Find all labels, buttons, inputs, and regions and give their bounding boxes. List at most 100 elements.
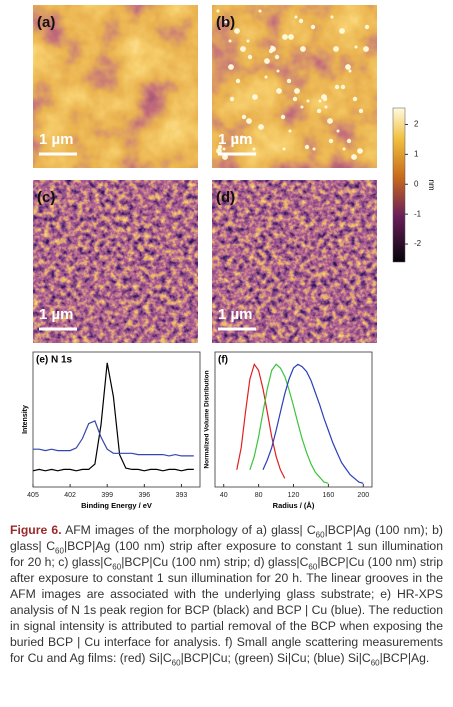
afm-particle bbox=[327, 118, 333, 124]
afm-image bbox=[212, 180, 377, 343]
afm-particle bbox=[334, 84, 340, 90]
afm-particle bbox=[217, 144, 223, 150]
afm-image bbox=[33, 5, 198, 168]
chart-title: (e) N 1s bbox=[36, 355, 73, 366]
x-tick-label: 402 bbox=[64, 492, 76, 499]
afm-particle bbox=[270, 46, 276, 52]
afm-particle bbox=[364, 24, 370, 30]
afm-particle bbox=[346, 138, 352, 144]
afm-particle bbox=[240, 135, 244, 139]
afm-particle bbox=[222, 154, 228, 160]
afm-particle bbox=[274, 54, 280, 60]
afm-particle bbox=[234, 28, 240, 34]
afm-particle bbox=[280, 114, 286, 120]
afm-particle bbox=[316, 108, 322, 114]
caption-text: 60 bbox=[370, 658, 380, 668]
y-axis-label: Intensity bbox=[22, 405, 29, 434]
colorbar-tick-label: 0 bbox=[414, 179, 419, 188]
afm-particle bbox=[339, 28, 345, 34]
afm-particle bbox=[340, 84, 346, 90]
panel-label: (c) bbox=[37, 189, 55, 206]
figure: (a) 1 µm (b) 1 µm (c) 1 µm (d) 1 µm 2 1 0 -1 -2 nm 405… bbox=[22, 5, 436, 510]
afm-particle bbox=[240, 46, 246, 52]
afm-particle bbox=[324, 105, 328, 109]
afm-particle bbox=[292, 96, 298, 102]
scale-bar-label: 1 µm bbox=[218, 306, 253, 323]
caption-text: 60 bbox=[55, 546, 64, 556]
afm-particle bbox=[294, 15, 298, 19]
panel-label: (a) bbox=[37, 14, 55, 31]
caption-text: |BCP|Cu; (green) Si|Cu; (blue) Si|C bbox=[180, 651, 371, 665]
afm-particle bbox=[330, 15, 334, 19]
scale-bar-label: 1 µm bbox=[39, 131, 74, 148]
caption-text: |BCP|Ag. bbox=[379, 651, 430, 665]
afm-particle bbox=[246, 118, 252, 124]
afm-particle bbox=[318, 99, 322, 103]
afm-particle bbox=[286, 78, 292, 84]
afm-particle bbox=[310, 24, 316, 30]
afm-particle bbox=[358, 108, 364, 114]
afm-particle bbox=[252, 94, 258, 100]
afm-particle bbox=[247, 54, 253, 60]
caption-text: AFM images of the morphology of a) glass… bbox=[61, 523, 316, 537]
data-line bbox=[33, 420, 194, 457]
caption-text: 60 bbox=[315, 530, 325, 540]
afm-particle bbox=[252, 147, 256, 151]
x-tick-label: 396 bbox=[138, 492, 150, 499]
afm-particle bbox=[229, 96, 235, 102]
afm-particle bbox=[216, 9, 220, 13]
chart-title: (f) bbox=[218, 355, 228, 366]
afm-particle bbox=[258, 9, 262, 13]
data-line bbox=[262, 363, 364, 484]
afm-particle bbox=[228, 64, 234, 70]
panel-label: (b) bbox=[216, 14, 235, 31]
afm-particle bbox=[336, 129, 340, 133]
data-line bbox=[249, 363, 329, 484]
afm-particle bbox=[345, 64, 351, 70]
afm-particle bbox=[276, 88, 282, 94]
x-tick-label: 80 bbox=[255, 492, 263, 499]
afm-particle bbox=[354, 45, 358, 49]
afm-particle bbox=[304, 144, 310, 150]
afm-particle bbox=[298, 18, 304, 24]
colorbar bbox=[392, 107, 406, 263]
afm-particle bbox=[264, 58, 270, 64]
x-tick-label: 399 bbox=[101, 492, 113, 499]
caption-text: 60 bbox=[112, 562, 122, 572]
caption-text: |BCP|Cu (100 nm) strip; d) glass|C bbox=[121, 555, 309, 569]
x-tick-label: 40 bbox=[220, 492, 228, 499]
caption-text: |BCP|Cu (100 nm) strip after exposure to… bbox=[10, 555, 444, 665]
afm-particle bbox=[322, 96, 328, 102]
afm-particle bbox=[282, 147, 286, 151]
afm-particle bbox=[241, 114, 247, 120]
afm-particle bbox=[352, 96, 358, 102]
afm-particle bbox=[228, 39, 232, 43]
afm-particle bbox=[276, 69, 280, 73]
plot-frame bbox=[32, 351, 201, 488]
afm-particle bbox=[342, 147, 346, 151]
afm-particle bbox=[235, 78, 241, 84]
figure-caption: Figure 6. AFM images of the morphology o… bbox=[10, 522, 444, 668]
caption-text: |BCP|Ag (100 nm); b) glass| C bbox=[10, 523, 443, 553]
colorbar-tick-label: 1 bbox=[414, 149, 419, 158]
panel-label: (d) bbox=[216, 189, 235, 206]
afm-particle bbox=[288, 34, 294, 40]
caption-text: 60 bbox=[171, 658, 181, 668]
x-axis-label: Binding Energy / eV bbox=[81, 501, 152, 510]
afm-particle bbox=[282, 34, 288, 40]
scale-bar-label: 1 µm bbox=[39, 306, 74, 323]
afm-image bbox=[33, 180, 198, 343]
x-tick-label: 120 bbox=[288, 492, 300, 499]
plot-frame bbox=[214, 351, 373, 488]
afm-particle bbox=[216, 148, 222, 154]
afm-particle bbox=[300, 105, 304, 109]
data-line bbox=[236, 362, 286, 479]
afm-particle bbox=[223, 18, 229, 24]
caption-text: 60 bbox=[308, 562, 318, 572]
colorbar-unit: nm bbox=[427, 179, 436, 190]
afm-particle bbox=[328, 138, 334, 144]
data-line bbox=[32, 362, 194, 472]
caption-label: Figure 6. bbox=[10, 523, 62, 537]
afm-particle bbox=[234, 135, 238, 139]
